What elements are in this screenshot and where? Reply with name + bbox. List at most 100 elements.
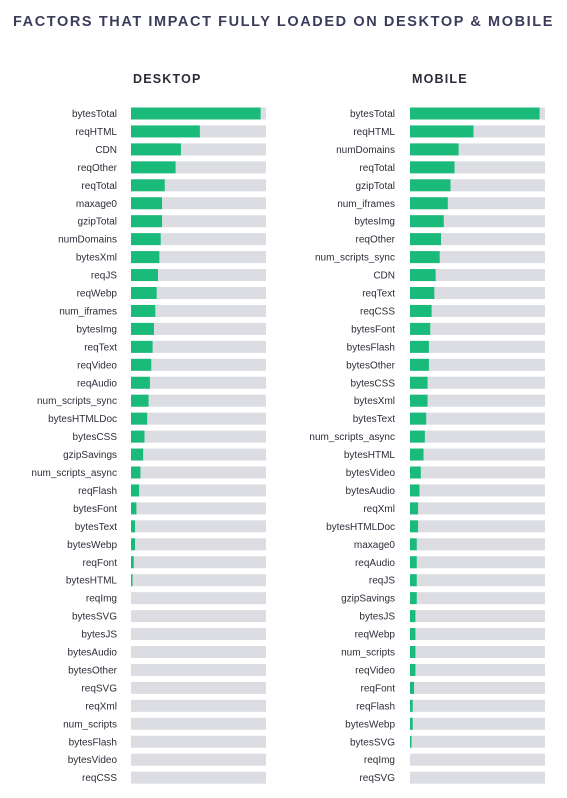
mobile-bar: [410, 179, 451, 192]
desktop-bar-track: [131, 646, 266, 658]
desktop-bar: [131, 161, 176, 174]
mobile-bar: [410, 376, 428, 389]
desktop-bar: [131, 107, 261, 120]
desktop-category-label: reqXml: [85, 701, 117, 712]
mobile-category-label: bytesOther: [346, 360, 396, 371]
desktop-bar-track: [131, 753, 266, 766]
desktop-bar: [131, 179, 165, 192]
mobile-bar-track: [410, 628, 545, 641]
mobile-bar: [410, 592, 417, 605]
mobile-bar-track: [410, 376, 545, 389]
desktop-category-label: bytesOther: [68, 665, 118, 676]
desktop-bar-track: [131, 681, 266, 694]
mobile-bar-track: [410, 251, 545, 264]
desktop-category-label: reqWebp: [77, 289, 118, 300]
desktop-bar: [131, 430, 145, 443]
desktop-bar: [131, 358, 152, 371]
mobile-category-label: reqJS: [369, 576, 395, 587]
desktop-bar-track: [131, 717, 266, 730]
desktop-bar: [131, 125, 200, 138]
desktop-category-label: reqHTML: [75, 127, 117, 138]
desktop-category-label: bytesVideo: [68, 755, 118, 766]
mobile-category-label: bytesFlash: [347, 342, 395, 353]
mobile-bar: [410, 502, 419, 515]
mobile-bar: [410, 520, 419, 533]
desktop-bar: [131, 269, 158, 282]
desktop-bar-track: [131, 448, 266, 461]
desktop-bar-track: [131, 412, 266, 425]
desktop-bar: [131, 287, 157, 299]
desktop-category-label: num_scripts_async: [31, 468, 117, 479]
desktop-category-label: bytesFlash: [69, 737, 117, 748]
mobile-bar-track: [410, 610, 545, 623]
mobile-category-label: numDomains: [336, 145, 395, 156]
desktop-category-label: reqImg: [86, 594, 117, 605]
desktop-bar: [131, 215, 163, 228]
mobile-bar-track: [410, 430, 545, 443]
mobile-panel-title: MOBILE: [412, 72, 468, 86]
desktop-bar-track: [131, 358, 266, 371]
mobile-bar: [410, 125, 474, 138]
mobile-category-label: reqTotal: [359, 163, 395, 174]
mobile-category-label: bytesWebp: [345, 719, 395, 730]
desktop-category-label: reqText: [84, 342, 117, 353]
desktop-category-label: CDN: [95, 145, 117, 156]
mobile-bar: [410, 717, 413, 730]
mobile-bar-track: [410, 771, 545, 784]
desktop-bar-track: [131, 197, 266, 210]
mobile-category-label: gzipSavings: [341, 594, 395, 605]
mobile-category-label: bytesVideo: [346, 468, 396, 479]
mobile-bar-track: [410, 322, 545, 335]
chart-title: FACTORS THAT IMPACT FULLY LOADED ON DESK…: [12, 14, 555, 30]
desktop-bar: [131, 520, 136, 533]
mobile-bar: [410, 287, 435, 299]
desktop-category-label: bytesHTML: [66, 576, 118, 587]
mobile-bar: [410, 610, 416, 623]
mobile-category-label: gzipTotal: [356, 181, 395, 192]
desktop-category-label: numDomains: [58, 235, 117, 246]
mobile-bar: [410, 556, 417, 569]
mobile-category-label: reqWebp: [355, 630, 396, 641]
mobile-bar-track: [410, 484, 545, 497]
mobile-category-label: num_scripts: [341, 648, 395, 659]
desktop-bar: [131, 412, 148, 425]
mobile-bar: [410, 143, 459, 156]
desktop-category-label: bytesText: [75, 522, 117, 533]
mobile-bar-track: [410, 717, 545, 730]
mobile-category-label: bytesSVG: [350, 737, 395, 748]
desktop-bar: [131, 538, 136, 551]
mobile-bar-track: [410, 233, 545, 246]
mobile-bar: [410, 215, 444, 228]
desktop-category-label: gzipSavings: [63, 450, 117, 461]
desktop-bar-track: [131, 287, 266, 299]
desktop-bar-track: [131, 592, 266, 605]
desktop-category-label: reqFlash: [78, 486, 117, 497]
mobile-category-label: bytesJS: [359, 612, 395, 623]
desktop-category-label: maxage0: [76, 199, 118, 210]
mobile-bar-track: [410, 287, 545, 299]
mobile-category-label: reqOther: [356, 235, 396, 246]
desktop-category-label: bytesHTMLDoc: [48, 414, 117, 425]
mobile-bar: [410, 574, 417, 587]
mobile-category-label: CDN: [373, 271, 395, 282]
desktop-bar-track: [131, 376, 266, 389]
mobile-category-label: reqText: [362, 289, 395, 300]
desktop-bar-track: [131, 771, 266, 784]
mobile-bar: [410, 161, 455, 174]
desktop-category-label: reqTotal: [81, 181, 117, 192]
desktop-bar-track: [131, 699, 266, 712]
desktop-bar-track: [131, 269, 266, 282]
desktop-bar: [131, 448, 144, 461]
mobile-category-label: num_iframes: [337, 199, 395, 210]
desktop-category-label: reqAudio: [77, 378, 117, 389]
mobile-category-label: bytesFont: [351, 324, 395, 335]
desktop-bar: [131, 556, 134, 569]
desktop-bar: [131, 394, 149, 407]
mobile-bar: [410, 412, 427, 425]
mobile-bar-track: [410, 735, 545, 748]
desktop-category-label: gzipTotal: [78, 217, 117, 228]
desktop-category-label: bytesFont: [73, 504, 117, 515]
mobile-category-label: bytesHTMLDoc: [326, 522, 395, 533]
mobile-bar: [410, 304, 432, 317]
